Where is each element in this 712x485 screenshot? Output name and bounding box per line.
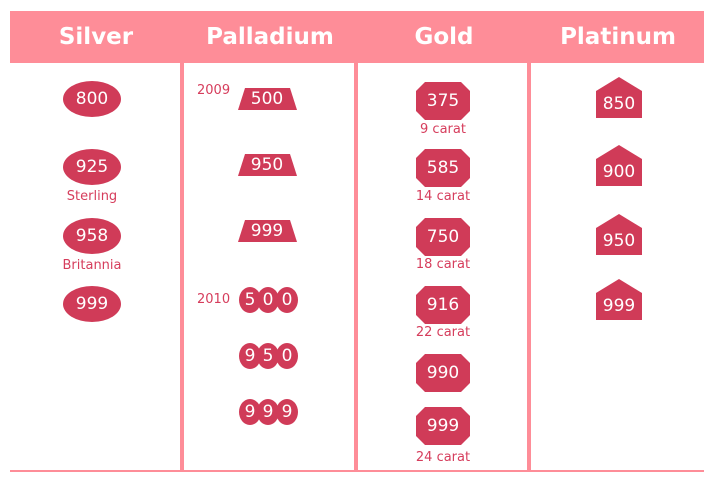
column-title-platinum: Platinum bbox=[560, 24, 676, 50]
silver-mark-shape bbox=[63, 218, 121, 254]
column-divider bbox=[180, 63, 184, 470]
palladium-2010-circle bbox=[239, 287, 261, 313]
platinum-mark-900: 900 bbox=[603, 162, 635, 182]
gold-mark-shape bbox=[416, 407, 470, 445]
bottom-rule bbox=[10, 470, 704, 472]
silver-mark-shape bbox=[63, 81, 121, 117]
palladium-2010-digit: 0 bbox=[282, 290, 293, 310]
palladium-2010-digit: 0 bbox=[282, 346, 293, 366]
palladium-year-2009: 2009 bbox=[197, 83, 231, 98]
platinum-mark-shape bbox=[596, 77, 642, 118]
platinum-mark-shape bbox=[596, 214, 642, 255]
gold-mark-shape bbox=[416, 82, 470, 120]
palladium-2010-digit: 5 bbox=[245, 290, 256, 310]
silver-mark-shape bbox=[63, 286, 121, 322]
palladium-2010-circle bbox=[239, 343, 261, 369]
gold-mark-shape bbox=[416, 218, 470, 256]
palladium-2010-circle bbox=[276, 343, 298, 369]
silver-mark-925: 925 bbox=[76, 157, 108, 177]
palladium-2009-mark-999: 999 bbox=[251, 221, 283, 241]
palladium-2010-circle bbox=[257, 287, 279, 313]
silver-caption-britannia: Britannia bbox=[62, 258, 122, 273]
platinum-mark-950: 950 bbox=[603, 231, 635, 251]
palladium-2010-circle bbox=[257, 343, 279, 369]
column-title-silver: Silver bbox=[58, 24, 134, 50]
palladium-year-2010: 2010 bbox=[197, 292, 231, 307]
palladium-2010-circle bbox=[276, 399, 298, 425]
silver-mark-999: 999 bbox=[76, 294, 108, 314]
platinum-mark-850: 850 bbox=[603, 94, 635, 114]
column-title-palladium: Palladium bbox=[206, 24, 334, 50]
palladium-2010-circle bbox=[276, 287, 298, 313]
palladium-2010-digit: 9 bbox=[263, 402, 274, 422]
gold-caption-18-carat: 18 carat bbox=[415, 257, 471, 272]
gold-caption-22-carat: 22 carat bbox=[415, 325, 471, 340]
palladium-2010-digit: 9 bbox=[245, 346, 256, 366]
silver-mark-958: 958 bbox=[76, 226, 108, 246]
gold-mark-916: 916 bbox=[427, 295, 459, 315]
palladium-2009-mark-shape bbox=[238, 154, 297, 176]
palladium-2010-circle bbox=[239, 399, 261, 425]
platinum-mark-shape bbox=[596, 145, 642, 186]
palladium-2009-mark-shape bbox=[238, 220, 297, 242]
palladium-2009-mark-950: 950 bbox=[251, 155, 283, 175]
header-bar bbox=[10, 11, 704, 63]
palladium-2010-digit: 5 bbox=[263, 346, 274, 366]
platinum-mark-999: 999 bbox=[603, 296, 635, 316]
gold-mark-585: 585 bbox=[427, 158, 459, 178]
gold-mark-shape bbox=[416, 354, 470, 392]
column-divider bbox=[527, 63, 531, 470]
gold-caption-24-carat: 24 carat bbox=[415, 450, 471, 465]
silver-mark-800: 800 bbox=[76, 89, 108, 109]
column-divider bbox=[354, 63, 358, 470]
palladium-2009-mark-shape bbox=[238, 88, 297, 110]
platinum-mark-shape bbox=[596, 279, 642, 320]
gold-caption-14-carat: 14 carat bbox=[415, 189, 471, 204]
silver-mark-shape bbox=[63, 149, 121, 185]
palladium-2010-circle bbox=[257, 399, 279, 425]
gold-caption-9-carat: 9 carat bbox=[420, 122, 466, 137]
palladium-2010-digit: 9 bbox=[282, 402, 293, 422]
gold-mark-shape bbox=[416, 286, 470, 324]
gold-mark-shape bbox=[416, 149, 470, 187]
palladium-2010-digit: 0 bbox=[263, 290, 274, 310]
gold-mark-750: 750 bbox=[427, 227, 459, 247]
gold-mark-990: 990 bbox=[427, 363, 459, 383]
gold-mark-999: 999 bbox=[427, 416, 459, 436]
silver-caption-sterling: Sterling bbox=[66, 189, 118, 204]
palladium-2010-digit: 9 bbox=[245, 402, 256, 422]
gold-mark-375: 375 bbox=[427, 91, 459, 111]
column-title-gold: Gold bbox=[414, 24, 474, 50]
palladium-2009-mark-500: 500 bbox=[251, 89, 283, 109]
